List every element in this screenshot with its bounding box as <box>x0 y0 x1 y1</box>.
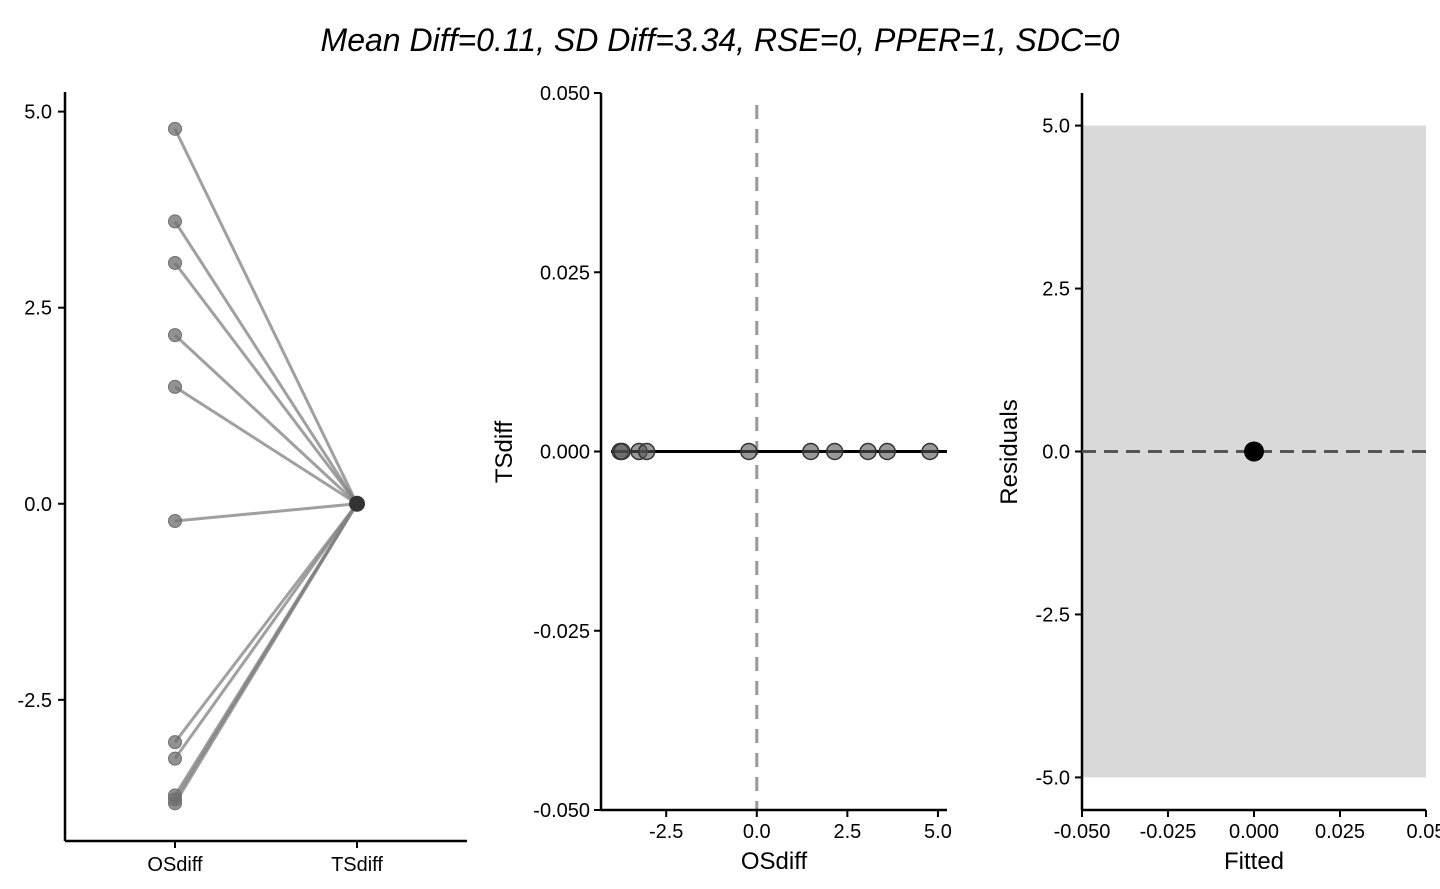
residuals-panel: 5.0 2.5 0.0 -2.5 -5.0 -0.050 -0.025 0.000 0.025 0… <box>996 93 1440 875</box>
pair-line <box>173 502 359 805</box>
osdiff-point <box>168 514 182 529</box>
x-tick-label: -2.5 <box>649 821 683 843</box>
y-tick-label: -0.050 <box>533 800 590 822</box>
scatter-point <box>637 442 656 461</box>
pair-line <box>173 262 359 505</box>
scatter-point <box>878 442 896 461</box>
y-tick-label: -0.025 <box>533 621 590 643</box>
paired-lines-panel: 5.0 2.5 0.0 -2.5 OSdiff TSdiff <box>18 92 467 876</box>
pair-line <box>173 334 359 505</box>
scatter-point <box>740 442 758 461</box>
x-tick-label: 2.5 <box>833 821 861 843</box>
pair-line <box>173 502 359 760</box>
x-tick-label: -0.025 <box>1140 821 1197 843</box>
pair-line <box>173 502 359 744</box>
pair-line <box>174 502 358 523</box>
osdiff-point <box>168 121 182 136</box>
y-tick-label: 0.000 <box>540 442 590 464</box>
y-tick-label: -2.5 <box>1036 604 1070 626</box>
osdiff-point <box>168 796 182 811</box>
x-tick-label: 0.000 <box>1229 821 1279 843</box>
pair-line <box>174 385 358 506</box>
osdiff-point <box>168 328 182 343</box>
osdiff-point <box>168 214 182 229</box>
scatter-point <box>859 442 877 461</box>
x-tick-label: 0.05 <box>1407 821 1440 843</box>
scatter-panel: 0.050 0.025 0.000 -0.025 -0.050 -2.5 0.0 2.5 5.0… <box>491 83 952 875</box>
tsdiff-point <box>349 495 365 512</box>
y-tick-label: 0.0 <box>1042 442 1070 464</box>
scatter-point <box>825 442 844 461</box>
osdiff-point <box>168 255 182 270</box>
y-tick-label: -5.0 <box>1036 767 1070 789</box>
pair-line <box>173 220 359 505</box>
y-axis-title: Residuals <box>996 399 1023 504</box>
osdiff-point <box>168 379 182 394</box>
residual-point <box>1244 441 1264 462</box>
scatter-point <box>613 442 631 461</box>
figure-title: Mean Diff=0.11, SD Diff=3.34, RSE=0, PPE… <box>321 22 1120 58</box>
y-tick-label: 5.0 <box>1042 116 1070 138</box>
x-tick-label: 0.025 <box>1315 821 1365 843</box>
x-axis-title: OSdiff <box>741 848 808 875</box>
y-tick-label: 5.0 <box>24 102 52 124</box>
x-axis-title: Fitted <box>1224 848 1284 875</box>
x-tick-label: 0.0 <box>743 821 771 843</box>
x-tick-label: -0.050 <box>1054 821 1111 843</box>
y-axis-title: TSdiff <box>491 421 518 484</box>
x-tick-label: 5.0 <box>924 821 952 843</box>
y-tick-label: 0.050 <box>540 83 590 105</box>
y-tick-label: 2.5 <box>1042 279 1070 301</box>
x-tick-label: TSdiff <box>331 854 383 876</box>
scatter-point <box>802 442 820 461</box>
scatter-point <box>921 442 939 461</box>
osdiff-point <box>168 751 182 766</box>
y-tick-label: 0.025 <box>540 262 590 284</box>
osdiff-point <box>168 735 182 750</box>
x-tick-label: OSdiff <box>147 854 203 876</box>
y-tick-label: 0.0 <box>24 494 52 516</box>
y-tick-label: -2.5 <box>18 690 52 712</box>
pair-line <box>173 128 359 505</box>
y-tick-label: 2.5 <box>24 298 52 320</box>
